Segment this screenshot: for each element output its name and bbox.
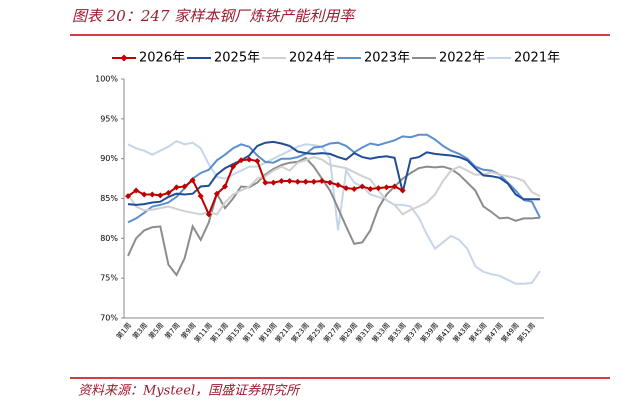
y-tick-label: 90%: [100, 154, 118, 163]
legend-label: 2026年: [139, 51, 185, 66]
legend-label: 2025年: [214, 51, 260, 66]
series-marker: [318, 177, 325, 184]
series-marker: [221, 183, 228, 190]
series-marker: [125, 193, 132, 200]
y-tick-label: 95%: [100, 114, 118, 123]
series-marker: [270, 179, 277, 186]
x-tick-label: 第7周: [163, 321, 182, 341]
series-marker: [335, 181, 342, 188]
series-marker: [391, 183, 398, 190]
y-tick-label: 70%: [100, 314, 118, 323]
y-tick-label: 100%: [95, 75, 118, 84]
legend-label: 2021年: [514, 51, 560, 66]
series-marker: [189, 177, 196, 184]
series-marker: [351, 185, 358, 192]
series-line: [127, 139, 541, 285]
series-marker: [238, 157, 245, 164]
series-marker: [230, 163, 237, 170]
legend-label: 2023年: [364, 51, 410, 66]
series-line: [127, 133, 541, 224]
series-marker: [399, 187, 406, 194]
series-marker: [262, 179, 269, 186]
series-marker: [278, 177, 285, 184]
series-marker: [326, 179, 333, 186]
legend-label: 2024年: [289, 51, 335, 66]
y-tick-label: 85%: [100, 194, 118, 203]
series-marker: [294, 178, 301, 185]
series-marker: [213, 190, 220, 197]
series-marker: [375, 185, 382, 192]
y-tick-label: 80%: [100, 234, 118, 243]
series-marker: [165, 189, 172, 196]
series-marker: [246, 156, 253, 163]
series-line: [127, 156, 541, 277]
series-marker: [205, 211, 212, 218]
series-marker: [383, 184, 390, 191]
series-marker: [149, 191, 156, 198]
legend-label: 2022年: [439, 51, 485, 66]
source: 资料来源：Mysteel，国盛证券研究所: [78, 383, 301, 399]
series-marker: [133, 187, 140, 194]
series-line: [127, 156, 541, 216]
x-tick-label: 第1周: [114, 321, 133, 341]
series-marker: [343, 185, 350, 192]
chart-title: 图表 20：247 家样本钢厂炼铁产能利用率: [72, 7, 356, 25]
x-tick-label: 第51周: [515, 321, 537, 344]
series-marker: [197, 193, 204, 200]
series-marker: [302, 178, 309, 185]
x-tick-label: 第3周: [130, 321, 149, 341]
series-marker: [141, 191, 148, 198]
series-marker: [359, 183, 366, 190]
series-marker: [310, 178, 317, 185]
series-marker: [367, 185, 374, 192]
series-marker: [254, 158, 261, 165]
series-marker: [181, 183, 188, 190]
series-marker: [157, 192, 164, 199]
x-tick-label: 第5周: [147, 321, 166, 341]
series-marker: [286, 177, 293, 184]
y-tick-label: 75%: [100, 274, 118, 283]
legend-marker: [120, 54, 128, 62]
series-marker: [173, 184, 180, 191]
